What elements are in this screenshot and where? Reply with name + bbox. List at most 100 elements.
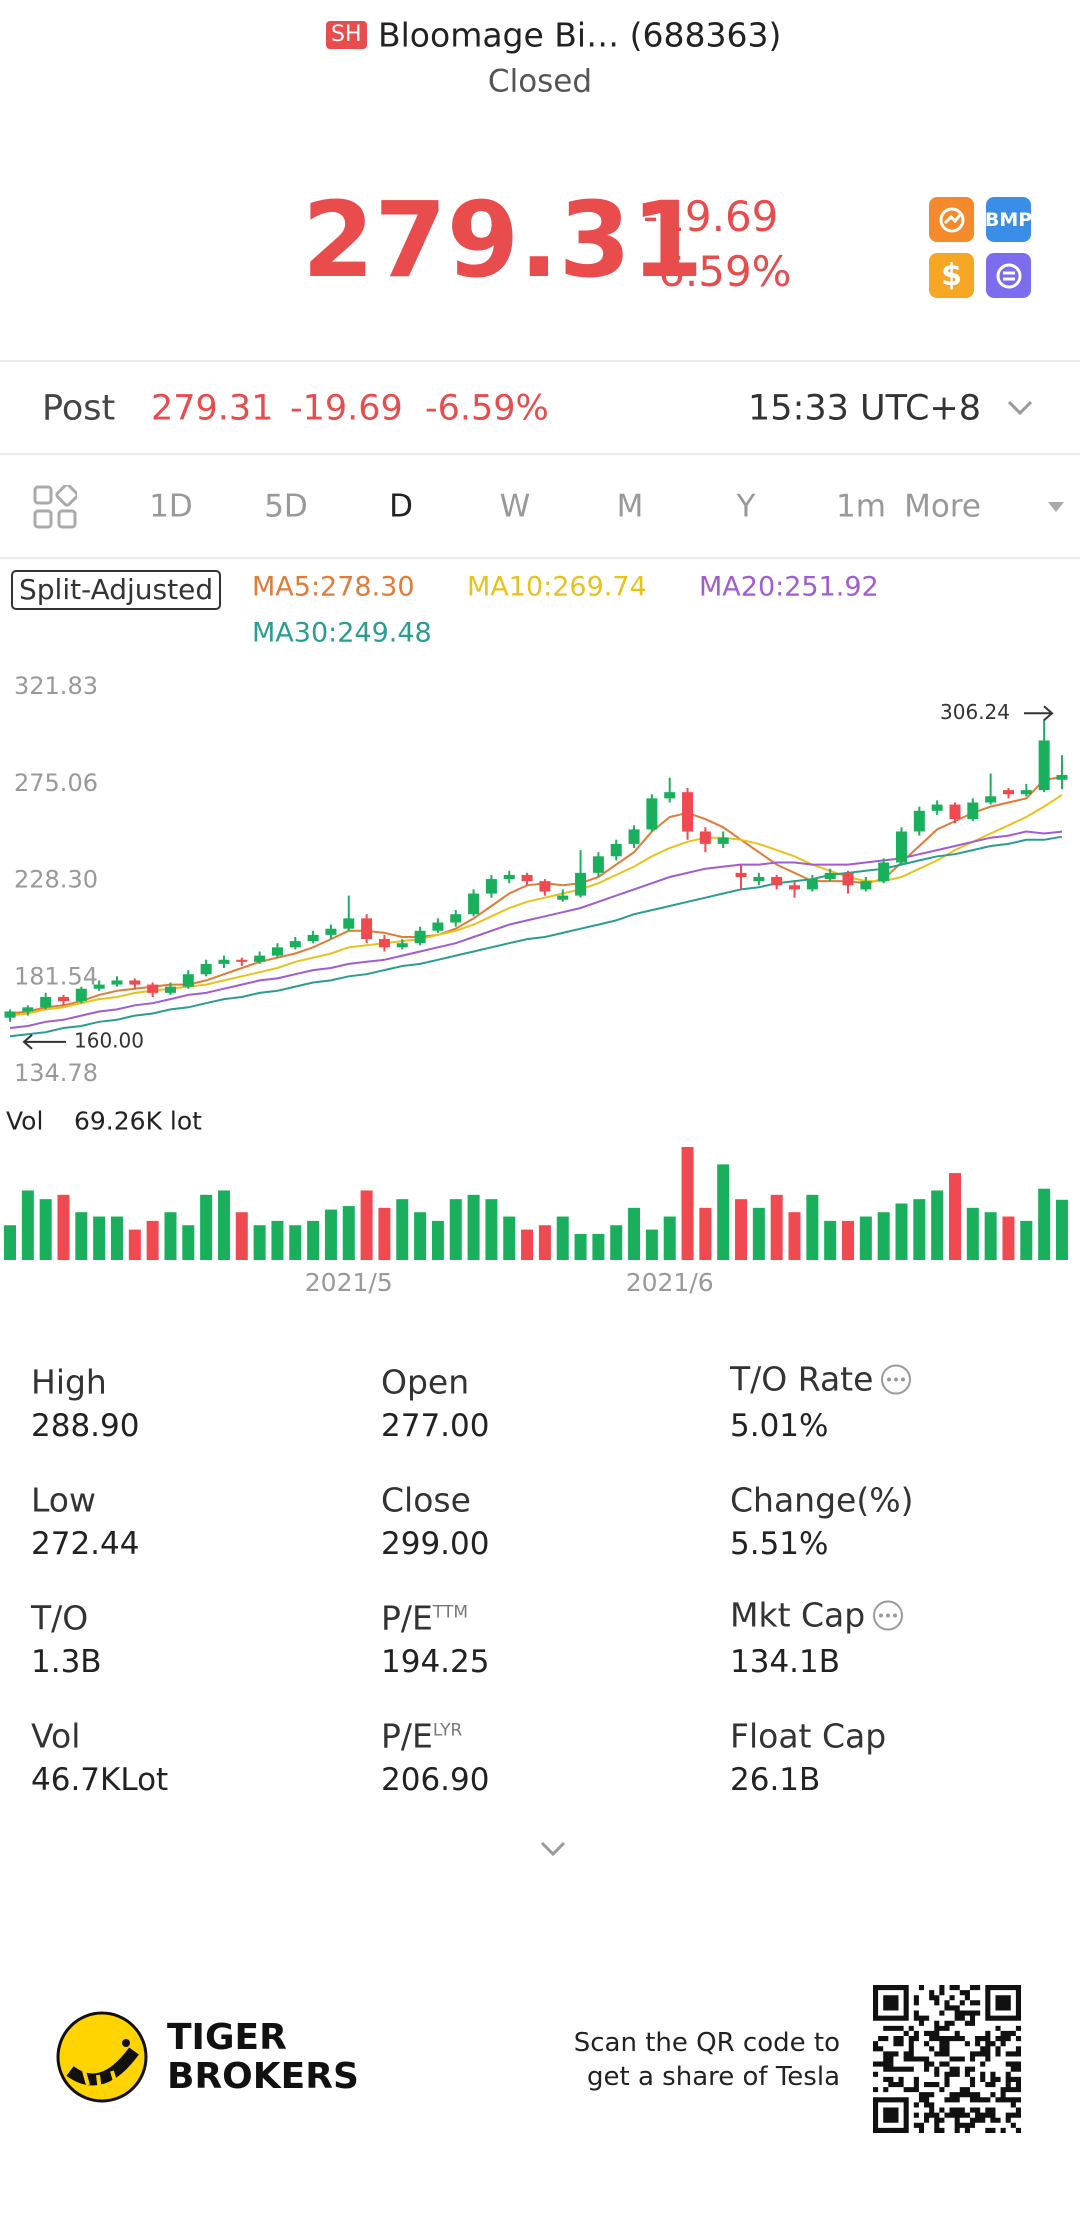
volume-bar xyxy=(253,1225,266,1260)
candle-body xyxy=(610,843,622,857)
candle-body xyxy=(450,914,462,923)
candle-body xyxy=(985,796,997,803)
stat-label-text: Mkt Cap xyxy=(730,1595,866,1635)
timeframe-tab[interactable]: 1D xyxy=(149,488,193,525)
time-chevron[interactable] xyxy=(1006,398,1034,418)
candle-body xyxy=(485,879,497,894)
badge-icon[interactable] xyxy=(929,197,974,242)
candle-body xyxy=(111,980,123,985)
x-tick-label: 2021/5 xyxy=(305,1268,393,1297)
volume-bar xyxy=(699,1207,712,1260)
candle-body xyxy=(1038,740,1050,791)
swap-icon[interactable] xyxy=(986,253,1031,298)
promo-line: Scan the QR code to xyxy=(573,2028,840,2058)
volume-bar xyxy=(146,1220,159,1260)
price-change: -19.69 xyxy=(643,192,779,241)
timeframe-tab[interactable]: 5D xyxy=(264,488,308,525)
volume-bar xyxy=(271,1220,284,1260)
y-tick-label: 321.83 xyxy=(14,672,98,700)
volume-bar xyxy=(235,1212,248,1260)
last-price: 279.31 xyxy=(302,179,704,301)
stat-label: Low xyxy=(31,1484,96,1517)
candle-body xyxy=(432,922,444,931)
volume-bar xyxy=(610,1225,623,1260)
ma-line xyxy=(9,776,1063,1015)
volume-bar xyxy=(396,1199,409,1260)
stat-label-text: Float Cap xyxy=(730,1716,887,1756)
post-label: Post xyxy=(42,388,116,429)
timeframe-tab[interactable]: D xyxy=(389,488,413,525)
volume-bar xyxy=(824,1220,837,1260)
info-icon[interactable] xyxy=(871,1599,905,1638)
candle-body xyxy=(414,930,426,944)
bmp-icon[interactable]: BMP xyxy=(985,197,1032,242)
ma-line xyxy=(9,793,1063,1017)
timeframe-tab[interactable]: 1m xyxy=(836,488,886,525)
volume-bar xyxy=(984,1212,997,1260)
volume-bar xyxy=(592,1233,605,1260)
candle-body xyxy=(254,955,266,962)
timeframe-tab[interactable]: M xyxy=(616,488,644,525)
promo-line: get a share of Tesla xyxy=(587,2062,840,2092)
volume-bar xyxy=(859,1216,872,1260)
stat-value: 46.7KLot xyxy=(31,1763,169,1791)
volume-bar xyxy=(538,1225,551,1260)
volume-bar xyxy=(217,1190,230,1260)
volume-bar xyxy=(521,1229,534,1260)
high-label: 306.24 xyxy=(940,700,1010,724)
ma-line xyxy=(9,835,1063,1038)
volume-bar xyxy=(966,1207,979,1260)
volume-bar xyxy=(21,1190,34,1260)
candle-body xyxy=(200,963,212,975)
stat-label: Close xyxy=(381,1484,471,1517)
split-adjusted-button[interactable]: Split-Adjusted xyxy=(11,570,222,610)
candle-body xyxy=(575,872,587,896)
layout-icon[interactable] xyxy=(33,485,77,529)
stat-label: Change(%) xyxy=(730,1484,913,1517)
candle-body xyxy=(503,874,515,880)
expand-chevron[interactable] xyxy=(539,1840,567,1858)
volume-bar xyxy=(431,1220,444,1260)
volume-bar xyxy=(200,1194,213,1260)
volume-bar xyxy=(948,1173,961,1260)
candle-body xyxy=(646,798,658,830)
candle-body xyxy=(4,1011,16,1018)
candle-body xyxy=(361,918,373,940)
volume-bar xyxy=(128,1229,141,1260)
candle-body xyxy=(1002,790,1014,795)
more-caret[interactable] xyxy=(1046,500,1066,514)
volume-bar xyxy=(1002,1216,1015,1260)
candle-body xyxy=(182,974,194,987)
stat-label-text: Change(%) xyxy=(730,1480,914,1520)
candle-body xyxy=(753,876,765,882)
volume-bar xyxy=(806,1194,819,1260)
stat-label-text: Low xyxy=(31,1480,96,1520)
timeframe-tab[interactable]: More xyxy=(904,488,981,525)
divider xyxy=(0,453,1080,455)
stat-value: 5.51% xyxy=(730,1527,829,1555)
stock-title[interactable]: Bloomage Bi… (688363) xyxy=(378,15,782,55)
volume-bar xyxy=(503,1216,516,1260)
candle-body xyxy=(40,996,52,1008)
volume-bar xyxy=(57,1194,70,1260)
timeframe-tab[interactable]: Y xyxy=(736,488,756,525)
post-time[interactable]: 15:33 UTC+8 xyxy=(748,388,981,429)
volume-bar xyxy=(110,1216,123,1260)
stat-label: Float Cap xyxy=(730,1720,886,1753)
info-icon[interactable] xyxy=(879,1363,913,1402)
dollar-icon[interactable]: $ xyxy=(929,253,974,298)
volume-bar xyxy=(770,1194,783,1260)
low-label: 160.00 xyxy=(74,1028,144,1052)
volume-bar xyxy=(4,1225,16,1260)
y-tick-label: 181.54 xyxy=(14,962,98,990)
timeframe-tab[interactable]: W xyxy=(499,488,531,525)
candle-body xyxy=(557,895,569,900)
candle-body xyxy=(592,856,604,873)
stat-value: 194.25 xyxy=(381,1645,490,1673)
candle-body xyxy=(878,862,890,882)
low-arrow xyxy=(22,1034,66,1050)
stat-value: 288.90 xyxy=(31,1409,140,1437)
candle-body xyxy=(468,893,480,915)
divider xyxy=(0,557,1080,559)
